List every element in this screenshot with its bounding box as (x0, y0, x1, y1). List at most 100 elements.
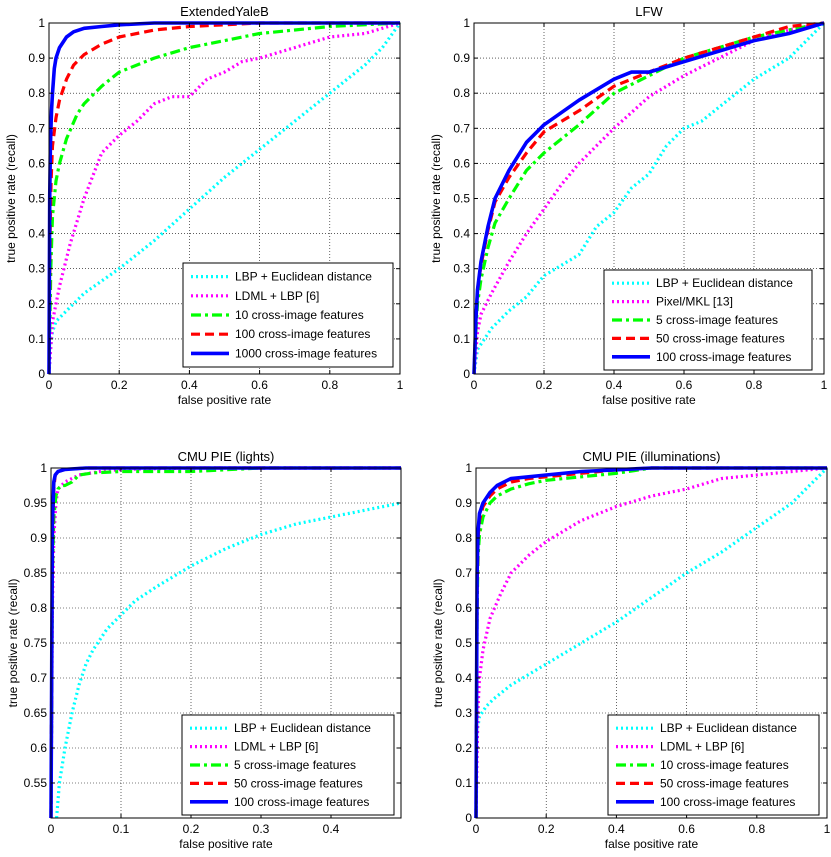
y-tick-label: 0.6 (453, 156, 470, 170)
y-axis-label: true positive rate (recall) (6, 579, 20, 708)
y-tick-label: 1 (465, 461, 472, 475)
legend-label-5: 100 cross-image features (656, 350, 791, 364)
series-line-3 (49, 466, 401, 819)
y-tick-label: 0.8 (28, 86, 45, 100)
x-axis-label: false positive rate (178, 393, 272, 407)
y-axis-label: true positive rate (recall) (4, 134, 18, 263)
legend-label-4: 50 cross-image features (234, 776, 363, 790)
legend-label-1: LBP + Euclidean distance (235, 270, 372, 284)
x-tick-label: 0.2 (538, 822, 555, 836)
series-line-5 (472, 21, 825, 375)
y-tick-label: 0.8 (453, 86, 470, 100)
x-tick-label: 0.6 (251, 378, 268, 392)
x-tick-label: 0.8 (748, 822, 765, 836)
x-tick-label: 0.4 (323, 822, 340, 836)
series-line-2 (472, 21, 825, 375)
y-tick-label: 0.6 (30, 741, 47, 755)
legend: LBP + Euclidean distance LDML + LBP [6] 10… (182, 262, 394, 368)
y-tick-label: 0.1 (453, 332, 470, 346)
legend-label-3: 10 cross-image features (660, 758, 789, 772)
x-tick-label: 1 (824, 822, 831, 836)
x-tick-label: 0.6 (676, 378, 693, 392)
y-tick-label: 0.8 (455, 531, 472, 545)
legend-label-2: LDML + LBP [6] (660, 740, 744, 754)
series-line-5 (474, 466, 827, 819)
y-tick-label: 0 (463, 367, 470, 381)
x-axis-label: false positive rate (179, 837, 273, 851)
chart-title: LFW (635, 4, 663, 19)
legend: LBP + Euclidean distance LDML + LBP [6] 10… (607, 714, 820, 816)
y-tick-label: 0.7 (28, 121, 45, 135)
series-line-3 (472, 21, 825, 375)
x-tick-label: 1 (821, 378, 828, 392)
y-tick-label: 1 (463, 16, 470, 30)
y-tick-label: 0.9 (453, 51, 470, 65)
x-tick-label: 0.3 (253, 822, 270, 836)
x-axis-label: false positive rate (602, 393, 696, 407)
series-line-2 (47, 21, 401, 375)
y-tick-label: 0.5 (455, 636, 472, 650)
x-tick-label: 0.2 (536, 378, 553, 392)
legend-label-2: Pixel/MKL [13] (656, 295, 733, 309)
legend-label-5: 100 cross-image features (660, 795, 795, 809)
legend-label-2: LDML + LBP [6] (235, 289, 319, 303)
y-tick-label: 0.9 (455, 496, 472, 510)
x-axis-label: false positive rate (605, 837, 699, 851)
x-tick-label: 0 (48, 822, 55, 836)
legend-label-5: 1000 cross-image features (235, 346, 377, 360)
x-tick-label: 0.4 (606, 378, 623, 392)
y-tick-label: 0.75 (24, 636, 48, 650)
x-tick-label: 0 (46, 378, 53, 392)
x-tick-label: 1 (397, 378, 404, 392)
chart-panel-3: 0 0.1 0.2 0.3 0.4 0.55 0.6 0.65 0.7 0.75 0.8 0.85 0.… (6, 449, 402, 851)
y-tick-label: 1 (40, 461, 47, 475)
y-tick-label: 0.55 (24, 776, 48, 790)
legend: LBP + Euclidean distance LDML + LBP [6] 5 … (181, 714, 395, 816)
y-tick-label: 0.4 (453, 227, 470, 241)
y-tick-label: 0.65 (24, 706, 48, 720)
legend-label-2: LDML + LBP [6] (234, 740, 318, 754)
legend-label-1: LBP + Euclidean distance (234, 721, 371, 735)
series-line-1 (472, 21, 826, 375)
legend-label-5: 100 cross-image features (234, 795, 369, 809)
y-tick-label: 0.3 (453, 262, 470, 276)
legend-label-4: 100 cross-image features (235, 327, 370, 341)
y-tick-label: 0.1 (455, 776, 472, 790)
chart-panel-4: 0 0.2 0.4 0.6 0.8 1 0 0.1 0.2 0.3 0.4 0.5 0.6 0.7 0.8 0… (431, 449, 831, 851)
y-tick-label: 0.85 (24, 566, 48, 580)
y-tick-label: 0.7 (455, 566, 472, 580)
series-line-1 (55, 501, 402, 819)
y-tick-label: 0.8 (30, 601, 47, 615)
y-tick-label: 0.6 (28, 156, 45, 170)
y-tick-label: 0.2 (28, 297, 45, 311)
y-tick-label: 0.6 (455, 601, 472, 615)
y-tick-label: 0 (465, 811, 472, 825)
x-tick-label: 0.2 (183, 822, 200, 836)
legend-label-3: 5 cross-image features (656, 313, 778, 327)
legend-label-1: LBP + Euclidean distance (656, 276, 793, 290)
legend-label-3: 5 cross-image features (234, 758, 356, 772)
legend-label-3: 10 cross-image features (235, 308, 364, 322)
chart-title: ExtendedYaleB (180, 4, 269, 19)
y-tick-label: 1 (38, 16, 45, 30)
chart-panel-2: 0 0.2 0.4 0.6 0.8 1 0 0.1 0.2 0.3 0.4 0.5 0.6 0.7 0.8 0… (429, 4, 828, 407)
x-tick-label: 0.8 (746, 378, 763, 392)
legend-label-4: 50 cross-image features (660, 776, 789, 790)
y-axis-label: true positive rate (recall) (429, 134, 443, 263)
chart-title: CMU PIE (lights) (178, 449, 275, 464)
y-tick-label: 0.5 (28, 192, 45, 206)
legend-label-1: LBP + Euclidean distance (660, 721, 797, 735)
y-tick-label: 0.5 (453, 192, 470, 206)
y-tick-label: 0.2 (455, 741, 472, 755)
y-tick-label: 0.9 (30, 531, 47, 545)
y-tick-label: 0 (38, 367, 45, 381)
y-tick-label: 0.3 (28, 262, 45, 276)
y-tick-label: 0.2 (453, 297, 470, 311)
x-tick-label: 0.1 (113, 822, 130, 836)
y-tick-label: 0.1 (28, 332, 45, 346)
x-tick-label: 0.2 (111, 378, 128, 392)
y-tick-label: 0.95 (24, 496, 48, 510)
x-tick-label: 0.4 (181, 378, 198, 392)
chart-title: CMU PIE (illuminations) (583, 449, 721, 464)
